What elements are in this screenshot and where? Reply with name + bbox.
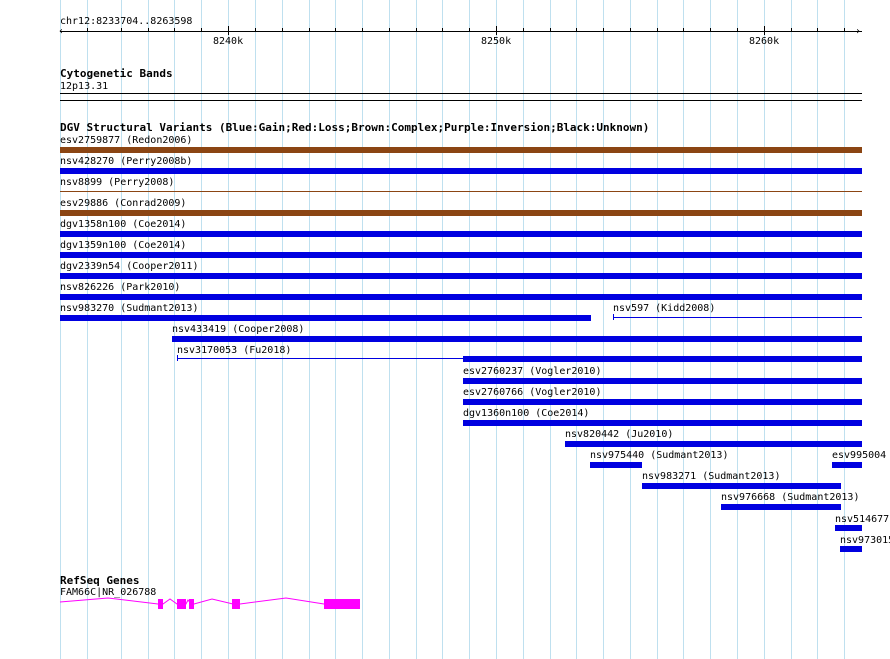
variant-bar[interactable] [60,210,862,216]
variant-label[interactable]: nsv428270 (Perry2008b) [60,156,193,167]
variant-label[interactable]: nsv3170053 (Fu2018) [177,345,292,356]
variant-bar[interactable] [463,378,862,384]
variant-bar[interactable] [832,462,862,468]
variant-bar[interactable] [177,358,463,359]
variant-bar[interactable] [60,273,862,279]
dgv-track-title: DGV Structural Variants (Blue:Gain;Red:L… [60,121,650,134]
variant-label[interactable]: nsv983270 (Sudmant2013) [60,303,199,314]
variant-label[interactable]: esv29886 (Conrad2009) [60,198,187,209]
tick-label-8240k: 8240k [213,36,244,47]
variant-bar[interactable] [60,315,591,321]
variant-bar[interactable] [60,147,862,153]
variant-bar[interactable] [613,317,862,318]
variant-bar[interactable] [840,546,862,552]
variant-bar[interactable] [721,504,841,510]
variant-label[interactable]: esv995004 [832,450,887,461]
variant-bar[interactable] [463,356,862,362]
variant-bar[interactable] [60,252,862,258]
gene-exon [189,599,194,609]
gene-label[interactable]: FAM66C|NR_026788 [60,587,157,598]
cytoband-label: 12p13.31 [60,81,109,92]
variant-bar[interactable] [590,462,642,468]
variant-bar[interactable] [463,399,862,405]
variant-label[interactable]: nsv975440 (Sudmant2013) [590,450,729,461]
variant-bar[interactable] [565,441,862,447]
variant-label[interactable]: esv2760237 (Vogler2010) [463,366,602,377]
variant-bar[interactable] [60,294,862,300]
tick-label-8260k: 8260k [749,36,780,47]
gene-exon [177,599,186,609]
variant-bar[interactable] [60,231,862,237]
variant-bar[interactable] [642,483,841,489]
variant-label[interactable]: nsv976668 (Sudmant2013) [721,492,860,503]
variant-label[interactable]: nsv973015 [840,535,890,546]
variant-label[interactable]: nsv433419 (Cooper2008) [172,324,305,335]
gene-exon [232,599,240,609]
variant-bar[interactable] [172,336,862,342]
variant-label[interactable]: dgv1358n100 (Coe2014) [60,219,187,230]
variant-label[interactable]: nsv514677 [835,514,890,525]
tick-label-8250k: 8250k [481,36,512,47]
variant-label[interactable]: nsv820442 (Ju2010) [565,429,674,440]
variant-bar[interactable] [60,191,862,192]
variant-label[interactable]: nsv983271 (Sudmant2013) [642,471,781,482]
variant-bar[interactable] [60,168,862,174]
variant-label[interactable]: dgv1360n100 (Coe2014) [463,408,590,419]
gene-exon [324,599,360,609]
cytoband-line-bottom [60,100,862,101]
variant-label[interactable]: esv2760766 (Vogler2010) [463,387,602,398]
variant-label[interactable]: esv2759877 (Redon2006) [60,135,193,146]
variant-label[interactable]: nsv8899 (Perry2008) [60,177,175,188]
variant-bar[interactable] [835,525,862,531]
gene-exon [158,599,163,609]
refseq-track-title: RefSeq Genes [60,574,140,587]
variant-label[interactable]: dgv2339n54 (Cooper2011) [60,261,199,272]
variant-label[interactable]: dgv1359n100 (Coe2014) [60,240,187,251]
variant-label[interactable]: nsv826226 (Park2010) [60,282,181,293]
variant-bar[interactable] [463,420,862,426]
variant-label[interactable]: nsv597 (Kidd2008) [613,303,716,314]
position-label: chr12:8233704..8263598 [60,16,193,27]
cytoband-line-top [60,93,862,94]
cytoband-track-title: Cytogenetic Bands [60,67,173,80]
